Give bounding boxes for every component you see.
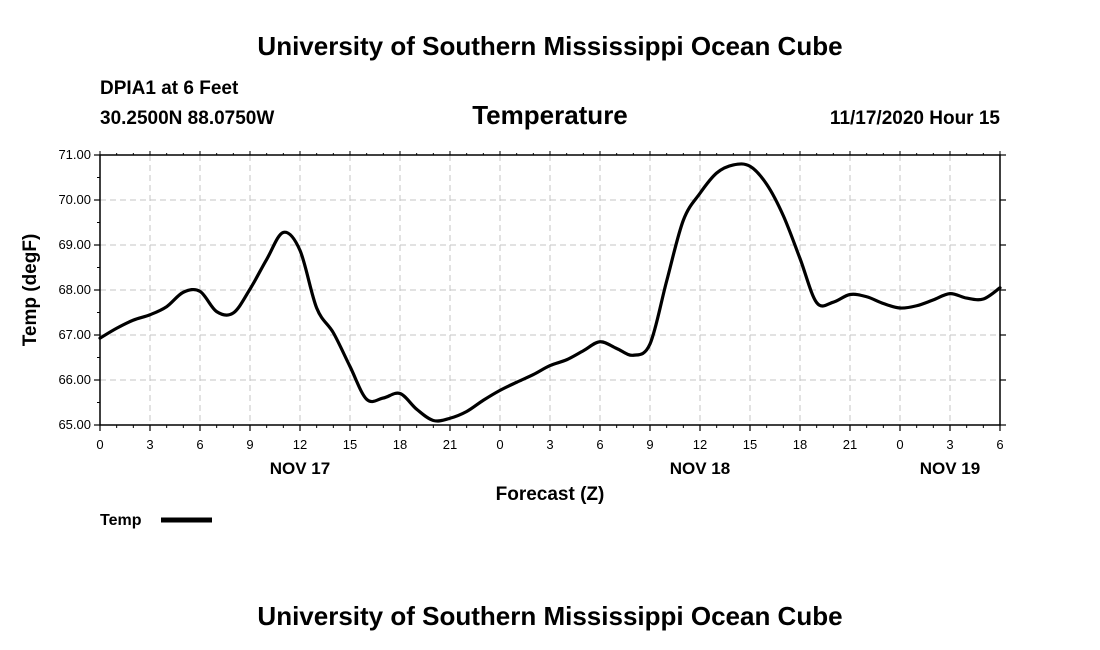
station-coords: 30.2500N 88.0750W (100, 108, 274, 129)
x-tick-label: 0 (96, 437, 103, 452)
bottom-title: University of Southern Mississippi Ocean… (257, 601, 842, 631)
chart-title: Temperature (472, 100, 628, 130)
y-tick-label: 71.00 (58, 147, 91, 162)
x-tick-label: 3 (146, 437, 153, 452)
date-labels: NOV 17 NOV 18 NOV 19 (270, 459, 980, 478)
y-tick-label: 66.00 (58, 372, 91, 387)
timestamp: 11/17/2020 Hour 15 (830, 108, 1000, 129)
station-name: DPIA1 at 6 Feet (100, 78, 239, 99)
x-tick-label: 12 (293, 437, 307, 452)
grid-lines (100, 155, 1000, 425)
series-line-temp (98, 162, 1002, 423)
legend-label: Temp (100, 512, 142, 529)
x-tick-label: 6 (196, 437, 203, 452)
x-tick-label: 9 (246, 437, 253, 452)
y-axis-label: Temp (degF) (20, 234, 41, 347)
x-tick-label: 6 (996, 437, 1003, 452)
x-tick-label: 15 (743, 437, 757, 452)
x-tick-label: 9 (646, 437, 653, 452)
x-axis-label: Forecast (Z) (496, 484, 605, 505)
top-title: University of Southern Mississippi Ocean… (257, 31, 842, 61)
date-label: NOV 19 (920, 459, 980, 478)
x-tick-label: 0 (496, 437, 503, 452)
x-tick-label: 3 (546, 437, 553, 452)
y-tick-labels: 65.00 66.00 67.00 68.00 69.00 70.00 71.00 (58, 147, 91, 432)
y-tick-label: 70.00 (58, 192, 91, 207)
x-tick-label: 12 (693, 437, 707, 452)
y-tick-label: 69.00 (58, 237, 91, 252)
x-tick-label: 3 (946, 437, 953, 452)
y-tick-label: 65.00 (58, 417, 91, 432)
x-tick-labels: 0 3 6 9 12 15 18 21 0 3 6 9 12 15 18 21 0 3 6 (96, 437, 1003, 452)
x-tick-label: 15 (343, 437, 357, 452)
series-lines (98, 162, 1002, 423)
x-tick-label: 0 (896, 437, 903, 452)
x-tick-label: 21 (843, 437, 857, 452)
plot-frame (99, 154, 1001, 426)
x-tick-label: 6 (596, 437, 603, 452)
date-label: NOV 17 (270, 459, 330, 478)
date-label: NOV 18 (670, 459, 730, 478)
y-tick-label: 67.00 (58, 327, 91, 342)
y-tick-label: 68.00 (58, 282, 91, 297)
x-tick-label: 21 (443, 437, 457, 452)
x-tick-label: 18 (393, 437, 407, 452)
x-tick-label: 18 (793, 437, 807, 452)
